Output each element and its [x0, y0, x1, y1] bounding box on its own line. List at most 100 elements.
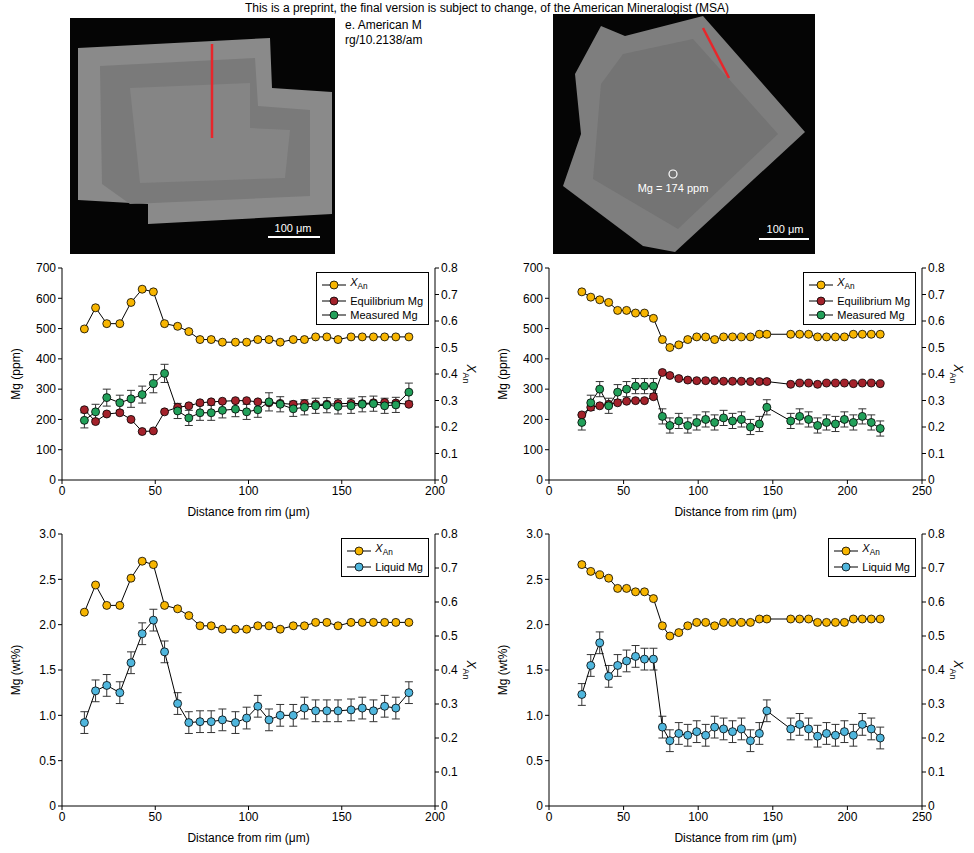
svg-text:700: 700 [523, 261, 543, 275]
svg-text:XAn: XAn [948, 659, 965, 679]
svg-text:Distance from rim (μm): Distance from rim (μm) [187, 831, 309, 845]
svg-text:0.3: 0.3 [928, 394, 945, 408]
svg-text:100: 100 [688, 810, 708, 824]
svg-text:50: 50 [149, 810, 163, 824]
svg-text:0: 0 [441, 799, 448, 813]
svg-text:50: 50 [149, 484, 163, 498]
svg-text:0.2: 0.2 [441, 731, 458, 745]
svg-text:0.2: 0.2 [441, 420, 458, 434]
svg-text:0.3: 0.3 [441, 697, 458, 711]
svg-text:0.4: 0.4 [928, 367, 945, 381]
svg-text:Mg (ppm): Mg (ppm) [496, 348, 510, 399]
svg-text:0.6: 0.6 [928, 314, 945, 328]
svg-text:0.7: 0.7 [441, 288, 458, 302]
svg-text:1.0: 1.0 [39, 709, 56, 723]
svg-text:150: 150 [763, 484, 783, 498]
svg-text:700: 700 [36, 261, 56, 275]
svg-text:0.4: 0.4 [441, 663, 458, 677]
svg-text:0: 0 [49, 473, 56, 487]
svg-text:0: 0 [59, 484, 66, 498]
svg-text:200: 200 [837, 810, 857, 824]
svg-text:0.7: 0.7 [928, 561, 945, 575]
svg-text:Distance from rim (μm): Distance from rim (μm) [674, 505, 796, 519]
svg-text:0.5: 0.5 [441, 341, 458, 355]
svg-text:100: 100 [523, 443, 543, 457]
svg-text:0: 0 [536, 799, 543, 813]
svg-text:100: 100 [36, 443, 56, 457]
svg-text:0: 0 [928, 799, 935, 813]
svg-text:0.1: 0.1 [441, 447, 458, 461]
svg-text:0.5: 0.5 [928, 341, 945, 355]
svg-text:200: 200 [523, 413, 543, 427]
svg-text:0.5: 0.5 [39, 754, 56, 768]
svg-text:0.2: 0.2 [928, 731, 945, 745]
svg-text:300: 300 [36, 382, 56, 396]
svg-text:2.0: 2.0 [526, 618, 543, 632]
svg-text:100: 100 [238, 484, 258, 498]
svg-text:Distance from rim (μm): Distance from rim (μm) [187, 505, 309, 519]
svg-text:0.8: 0.8 [928, 261, 945, 275]
svg-text:150: 150 [332, 810, 352, 824]
svg-text:150: 150 [763, 810, 783, 824]
svg-text:Mg (wt%): Mg (wt%) [496, 645, 510, 696]
svg-text:500: 500 [36, 322, 56, 336]
svg-text:Mg (ppm): Mg (ppm) [9, 348, 23, 399]
svg-text:0.8: 0.8 [928, 527, 945, 541]
svg-text:0.3: 0.3 [928, 697, 945, 711]
svg-text:500: 500 [523, 322, 543, 336]
svg-text:400: 400 [523, 352, 543, 366]
svg-text:0: 0 [59, 810, 66, 824]
svg-text:3.0: 3.0 [39, 527, 56, 541]
svg-text:0.6: 0.6 [441, 595, 458, 609]
html-text:XAn: XAn [350, 276, 368, 292]
svg-text:400: 400 [36, 352, 56, 366]
svg-text:0: 0 [928, 473, 935, 487]
svg-text:0.1: 0.1 [441, 765, 458, 779]
svg-text:100: 100 [238, 810, 258, 824]
svg-text:Mg (wt%): Mg (wt%) [9, 645, 23, 696]
svg-text:0: 0 [546, 484, 553, 498]
svg-text:XAn: XAn [461, 659, 478, 679]
svg-text:300: 300 [523, 382, 543, 396]
svg-text:150: 150 [332, 484, 352, 498]
svg-text:Distance from rim (μm): Distance from rim (μm) [674, 831, 796, 845]
svg-text:0.7: 0.7 [928, 288, 945, 302]
svg-text:0.8: 0.8 [441, 527, 458, 541]
svg-text:100 μm: 100 μm [767, 223, 804, 235]
svg-text:0: 0 [536, 473, 543, 487]
svg-text:50: 50 [617, 810, 631, 824]
svg-text:0.5: 0.5 [526, 754, 543, 768]
svg-text:0: 0 [49, 799, 56, 813]
svg-text:0.6: 0.6 [928, 595, 945, 609]
svg-text:0.4: 0.4 [441, 367, 458, 381]
svg-text:Mg = 174 ppm: Mg = 174 ppm [638, 182, 709, 194]
svg-text:XAn: XAn [461, 363, 478, 383]
svg-text:XAn: XAn [948, 363, 965, 383]
svg-text:0: 0 [546, 810, 553, 824]
svg-text:0.5: 0.5 [928, 629, 945, 643]
svg-text:200: 200 [837, 484, 857, 498]
svg-text:100 μm: 100 μm [275, 222, 312, 234]
svg-text:50: 50 [617, 484, 631, 498]
svg-text:2.5: 2.5 [526, 573, 543, 587]
svg-text:600: 600 [523, 292, 543, 306]
svg-text:1.5: 1.5 [39, 663, 56, 677]
svg-text:100: 100 [688, 484, 708, 498]
svg-text:600: 600 [36, 292, 56, 306]
svg-text:0.1: 0.1 [928, 765, 945, 779]
svg-text:1.0: 1.0 [526, 709, 543, 723]
svg-text:3.0: 3.0 [526, 527, 543, 541]
svg-text:0.8: 0.8 [441, 261, 458, 275]
svg-text:2.5: 2.5 [39, 573, 56, 587]
svg-text:0.1: 0.1 [928, 447, 945, 461]
svg-text:0.7: 0.7 [441, 561, 458, 575]
svg-text:0.5: 0.5 [441, 629, 458, 643]
svg-text:0: 0 [441, 473, 448, 487]
svg-text:2.0: 2.0 [39, 618, 56, 632]
svg-text:200: 200 [36, 413, 56, 427]
svg-text:0.3: 0.3 [441, 394, 458, 408]
svg-text:0.6: 0.6 [441, 314, 458, 328]
svg-text:0.2: 0.2 [928, 420, 945, 434]
svg-text:1.5: 1.5 [526, 663, 543, 677]
svg-text:0.4: 0.4 [928, 663, 945, 677]
